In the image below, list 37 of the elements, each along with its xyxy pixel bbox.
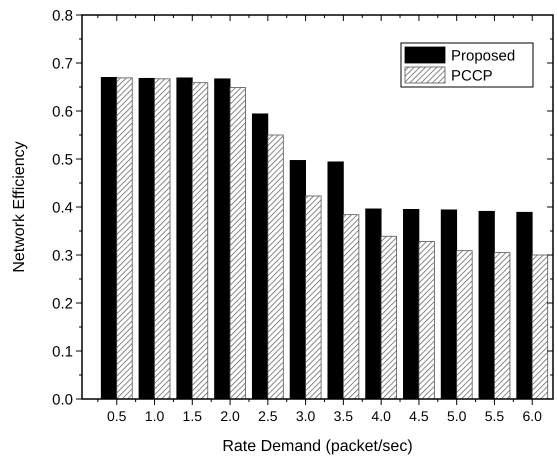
y-tick-label: 0.6 [52,103,73,120]
bar [532,254,548,400]
bar [192,82,208,400]
bar [305,196,322,400]
x-tick-label: 0.5 [107,408,127,424]
x-tick-label: 3.5 [334,408,354,424]
x-tick-label: 5.0 [446,408,467,424]
legend-label: PCCP [451,67,493,84]
x-tick-label: 1.0 [144,408,164,424]
x-axis-title: Rate Demand (packet/sec) [222,438,413,455]
y-tick-label: 0.5 [52,151,73,168]
y-axis-title: Network Efficiency [11,141,28,273]
bar [342,214,360,400]
bar [456,250,473,400]
y-tick-label: 0.0 [52,391,73,408]
x-tick-label: 3.0 [296,408,316,424]
bar [116,77,133,400]
y-tick-label: 0.4 [52,199,73,216]
x-tick-label: 2.0 [220,408,240,424]
x-tick-label: 5.5 [484,408,504,424]
bar [267,134,284,400]
y-tick-label: 0.7 [52,55,73,72]
y-tick-label: 0.1 [52,343,73,360]
x-tick-label: 1.5 [182,408,202,424]
x-tick-label: 4.5 [409,408,429,424]
bar [230,87,246,400]
bar [154,78,170,400]
y-tick-label: 0.3 [52,247,73,264]
x-tick-label: 4.0 [371,408,392,424]
x-tick-label: 6.0 [522,408,542,424]
bar [380,236,398,400]
bar [494,252,510,400]
bar [418,241,435,400]
x-tick-label: 2.5 [258,408,278,424]
y-tick-label: 0.2 [52,295,73,312]
legend-label: Proposed [451,47,516,64]
y-tick-label: 0.8 [52,7,73,24]
